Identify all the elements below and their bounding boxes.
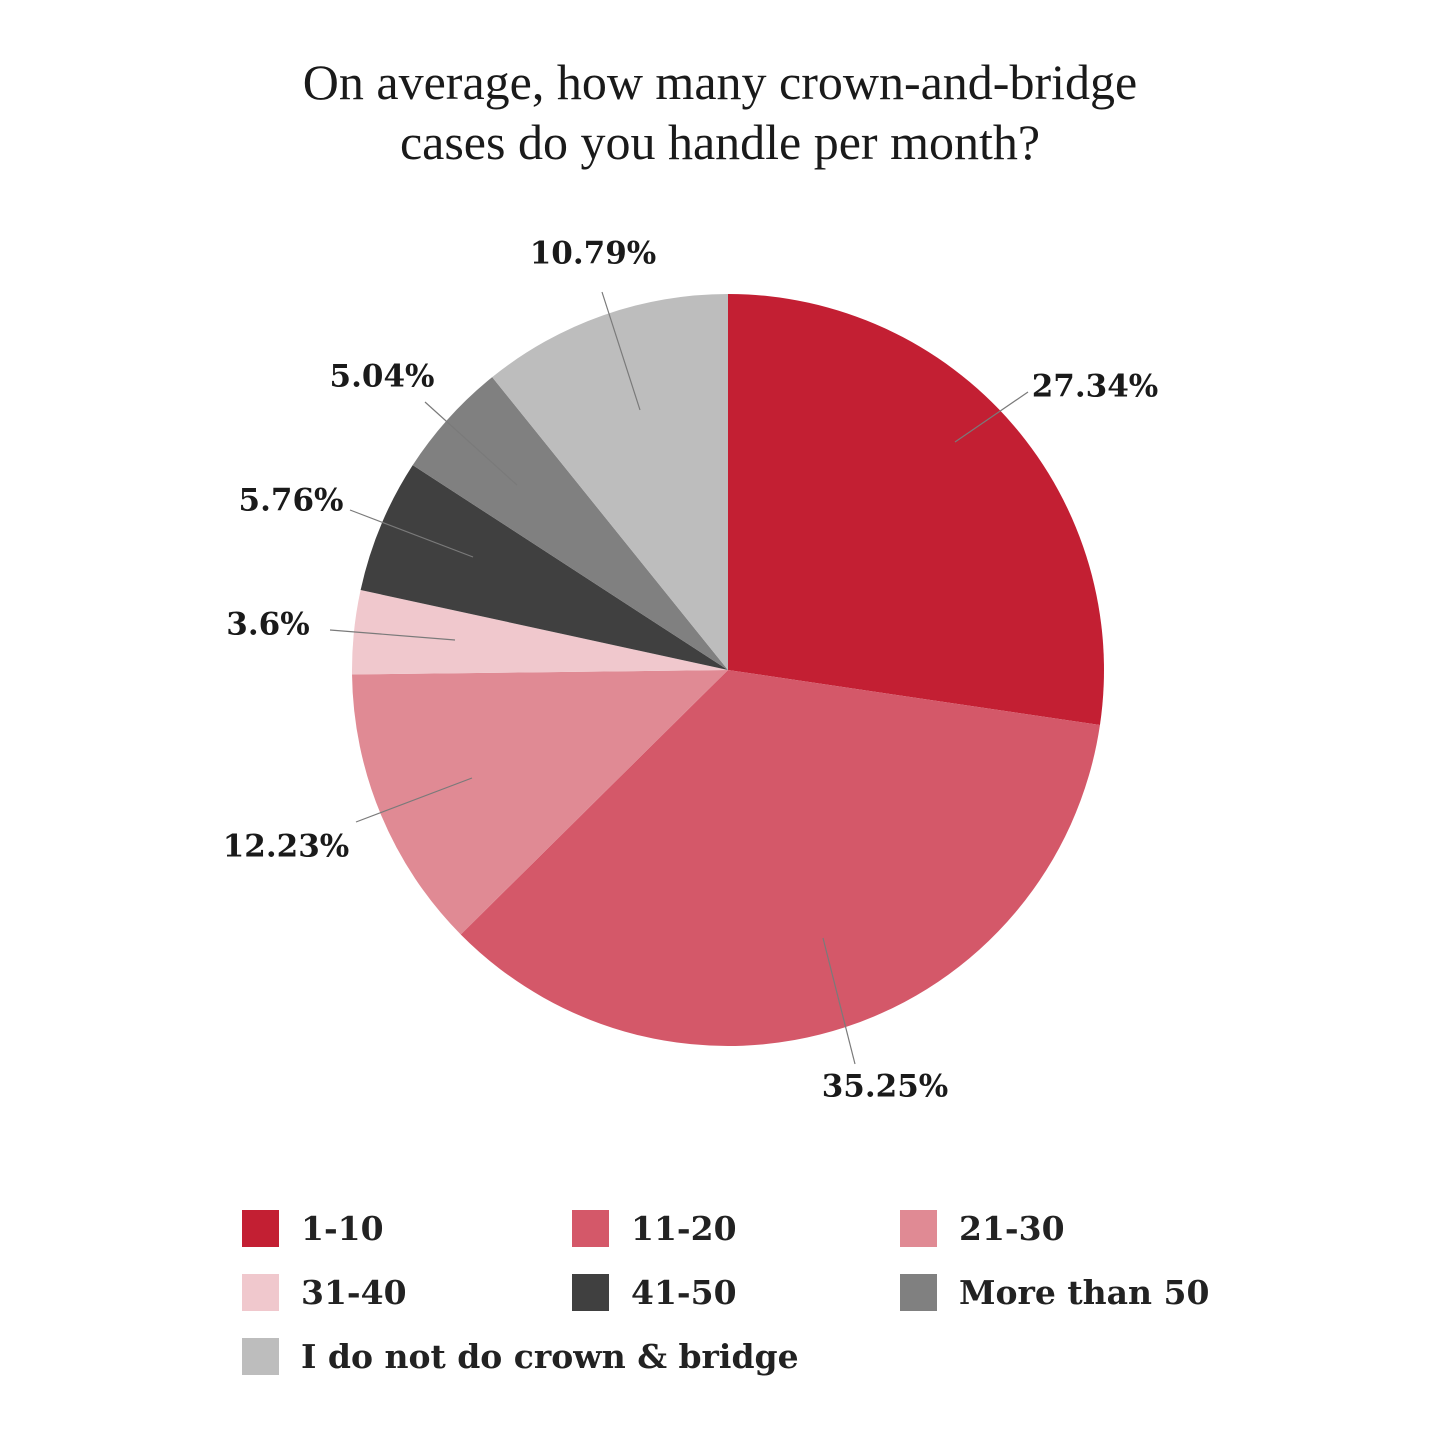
slice-value-label: 12.23% (223, 829, 350, 865)
slice-value-label: 27.34% (1032, 369, 1159, 405)
legend-item: I do not do crown & bridge (242, 1334, 799, 1378)
leader-line (954, 391, 1029, 443)
slice-value-label: 5.76% (239, 483, 344, 519)
leader-line (349, 509, 474, 558)
pie-slice-41-50 (360, 465, 728, 670)
pie-slices (352, 294, 1104, 1047)
pie-slice-11-20 (460, 670, 1100, 1047)
legend-label: More than 50 (959, 1272, 1210, 1312)
legend-label: 1-10 (301, 1208, 384, 1248)
slice-value-label: 5.04% (330, 359, 435, 395)
legend-swatch (900, 1273, 937, 1311)
slice-value-label: 3.6% (226, 607, 309, 643)
legend-swatch (242, 1273, 279, 1311)
leader-line (355, 777, 473, 823)
legend-swatch (900, 1209, 937, 1247)
legend-swatch (572, 1273, 609, 1311)
leader-line (329, 629, 456, 641)
legend-item: More than 50 (900, 1270, 1209, 1314)
pie-slice-31-40 (352, 590, 728, 675)
legend-label: 41-50 (631, 1272, 737, 1312)
pie-slice-i-do-not-do-crown-bridge (492, 294, 728, 670)
legend-label: 11-20 (631, 1208, 737, 1248)
legend-item: 11-20 (572, 1206, 737, 1250)
pie-slice-more-than-50 (412, 377, 728, 670)
legend-swatch (242, 1337, 279, 1375)
leader-lines (329, 291, 1029, 1065)
slice-value-label: 10.79% (530, 236, 657, 272)
legend-swatch (572, 1209, 609, 1247)
legend-item: 1-10 (242, 1206, 384, 1250)
legend-swatch (242, 1209, 279, 1247)
chart-title-line-2: cases do you handle per month? (399, 114, 1041, 170)
chart-title: On average, how many crown-and-bridge ca… (0, 52, 1440, 172)
legend-label: I do not do crown & bridge (301, 1336, 799, 1376)
leader-line (601, 291, 641, 411)
legend-label: 31-40 (301, 1272, 407, 1312)
legend-item: 21-30 (900, 1206, 1065, 1250)
slice-value-label: 35.25% (822, 1069, 949, 1105)
legend-item: 41-50 (572, 1270, 737, 1314)
slice-labels: 27.34% 35.25% 12.23% 3.6% 5.76% 5.04% 10.79% (223, 236, 1159, 1105)
leader-line (822, 937, 856, 1065)
pie-slice-21-30 (352, 670, 728, 935)
legend-item: 31-40 (242, 1270, 407, 1314)
leader-line (424, 401, 518, 486)
pie-slice-1-10 (728, 294, 1104, 726)
legend-label: 21-30 (959, 1208, 1065, 1248)
chart-title-line-1: On average, how many crown-and-bridge (302, 54, 1138, 110)
